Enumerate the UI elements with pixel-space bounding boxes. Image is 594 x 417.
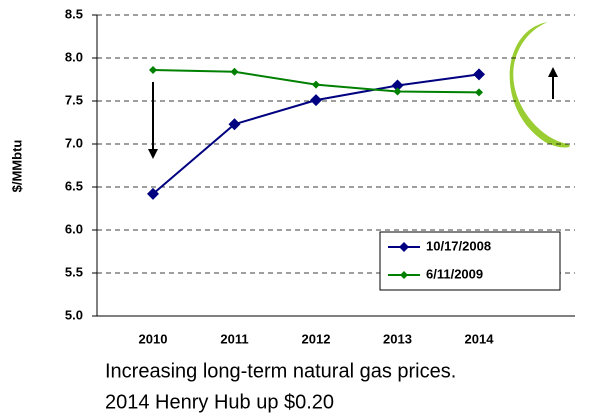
caption: 2014 Henry Hub up $0.20 [105,391,334,413]
y-tick-label: 6.5 [65,178,83,193]
y-axis-label: $/MMbtu [9,140,24,193]
data-point [230,67,239,76]
data-point [149,66,157,75]
caption: Increasing long-term natural gas prices. [105,360,456,382]
x-tick-label: 2010 [139,331,168,346]
x-tick-label: 2013 [383,331,412,346]
legend-marker [400,271,408,279]
legend-label: 10/17/2008 [426,238,491,253]
legend-marker [399,242,409,252]
data-point [391,79,404,92]
legend-box [379,231,561,291]
highlight-ellipse [509,22,570,148]
x-tick-label: 2011 [220,331,248,346]
y-tick-label: 8.0 [65,49,83,64]
y-tick-label: 5.5 [65,264,83,279]
data-point [473,68,485,81]
data-point [147,187,159,200]
data-point [393,87,402,96]
data-point [310,94,322,107]
data-point [475,88,483,97]
y-tick-label: 7.0 [65,135,83,150]
y-tick-label: 6.0 [65,221,83,236]
y-tick-label: 8.5 [65,6,83,21]
y-tick-label: 7.5 [65,92,83,107]
data-point [228,118,241,131]
x-tick-label: 2014 [465,331,495,346]
y-tick-label: 5.0 [65,307,83,322]
x-tick-label: 2012 [302,331,331,346]
legend-label: 6/11/2009 [426,266,483,281]
data-point [312,80,320,89]
